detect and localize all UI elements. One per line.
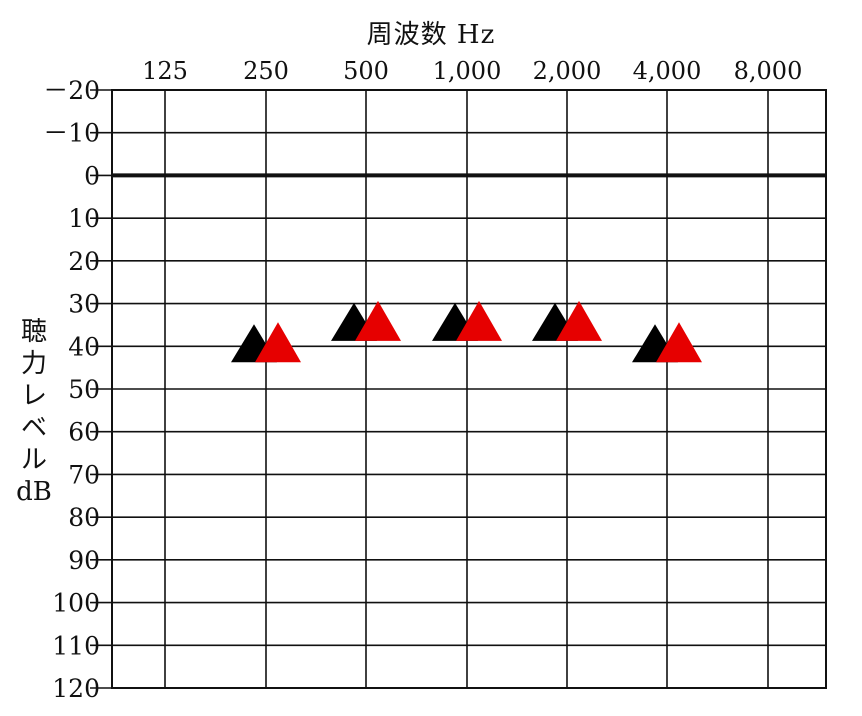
triangle-marker: [255, 322, 301, 363]
triangle-marker: [355, 300, 401, 341]
y-tick-label: 20: [68, 247, 100, 276]
y-axis-title-line: ル: [20, 445, 47, 475]
y-tick-label: 120: [52, 674, 100, 703]
y-tick-label: 110: [52, 631, 100, 660]
y-axis-title-line: dB: [16, 477, 52, 507]
x-tick-label: 500: [343, 57, 389, 85]
x-tick-label: 8,000: [734, 57, 803, 85]
y-tick-label: 80: [68, 503, 100, 532]
y-tick-label: －20: [43, 76, 100, 105]
x-tick-label: 2,000: [533, 57, 602, 85]
y-tick-label: 100: [52, 589, 100, 618]
y-tick-label: 60: [68, 418, 100, 447]
y-axis-title-line: ベ: [20, 413, 47, 443]
y-tick-label: 70: [68, 460, 100, 489]
x-tick-label: 250: [243, 57, 289, 85]
plot-frame: [111, 89, 827, 689]
y-axis-title-line: 力: [20, 349, 47, 379]
y-tick-label: －10: [43, 119, 100, 148]
y-tick-label: 90: [68, 546, 100, 575]
y-tick-label: 10: [68, 204, 100, 233]
triangle-marker: [656, 322, 702, 363]
x-axis-title: 周波数 Hz: [366, 20, 496, 50]
x-tick-label: 1,000: [433, 57, 502, 85]
x-tick-label: 4,000: [633, 57, 702, 85]
y-tick-label: 40: [68, 332, 100, 361]
y-axis-title-line: 聴: [20, 317, 47, 347]
y-axis-title: 聴 力 レ ベ ル dB: [14, 316, 54, 508]
y-tick-label: 50: [68, 375, 100, 404]
y-axis-title-line: レ: [20, 381, 47, 411]
triangle-marker: [556, 300, 602, 341]
x-tick-label: 125: [142, 57, 188, 85]
triangle-marker: [456, 300, 502, 341]
y-tick-label: 0: [84, 161, 100, 190]
y-tick-label: 30: [68, 290, 100, 319]
